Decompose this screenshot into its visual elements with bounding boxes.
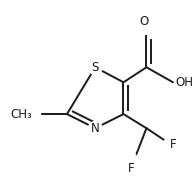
Text: O: O: [139, 15, 148, 28]
Circle shape: [88, 60, 102, 74]
Text: F: F: [128, 162, 135, 175]
Circle shape: [88, 121, 102, 135]
Circle shape: [163, 139, 174, 149]
Text: CH₃: CH₃: [10, 108, 32, 121]
Circle shape: [138, 18, 150, 30]
Text: F: F: [170, 138, 177, 151]
Circle shape: [126, 153, 137, 164]
Circle shape: [19, 103, 41, 125]
Text: OH: OH: [176, 76, 194, 89]
Text: S: S: [92, 61, 99, 74]
Text: N: N: [91, 122, 100, 135]
